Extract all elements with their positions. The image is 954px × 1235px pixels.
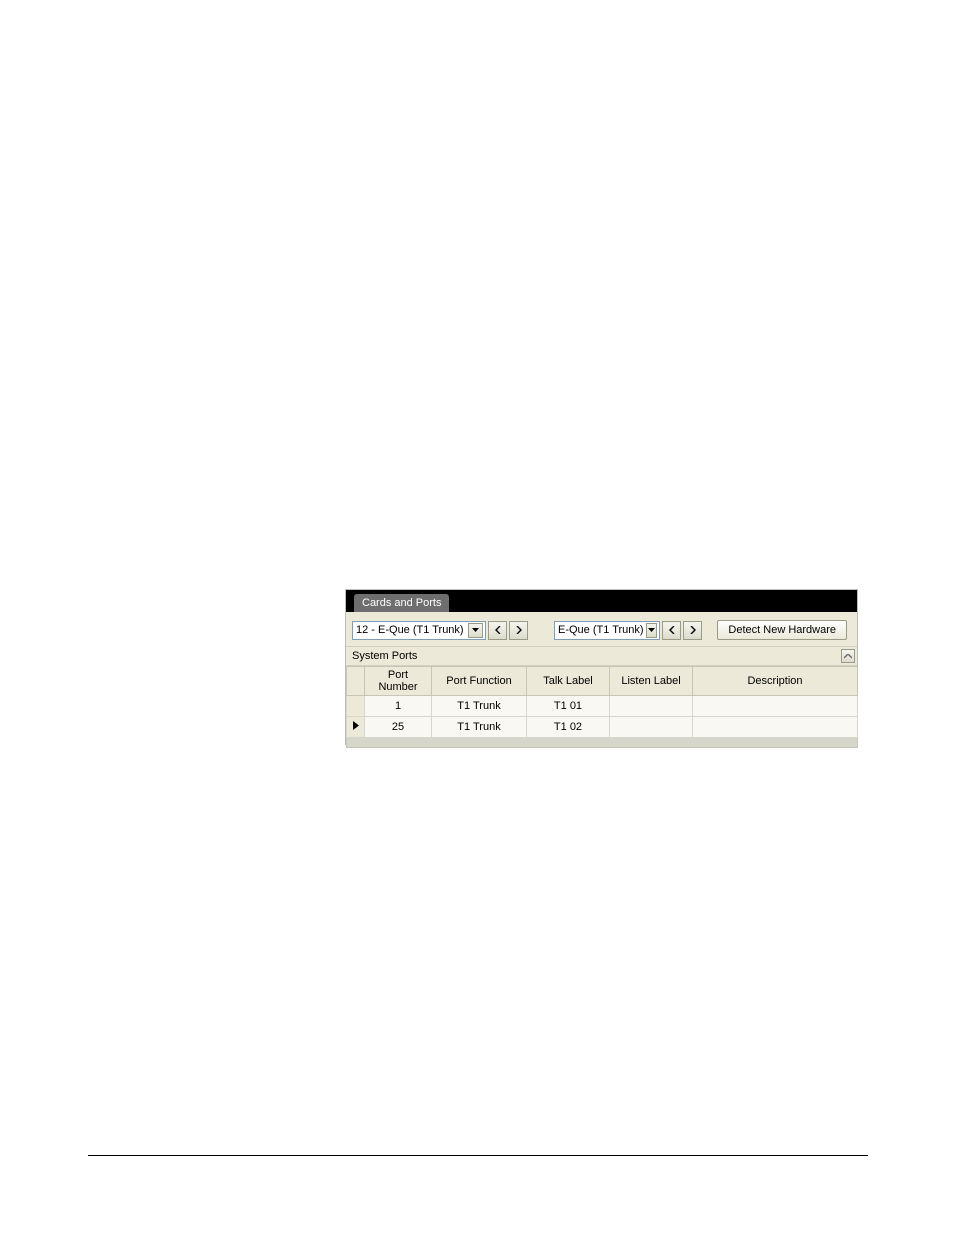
cell[interactable] bbox=[610, 717, 693, 738]
row-header bbox=[347, 696, 365, 717]
cell[interactable]: T1 02 bbox=[527, 717, 610, 738]
ports-grid: Port NumberPort FunctionTalk LabelListen… bbox=[346, 666, 858, 748]
page-divider bbox=[88, 1155, 868, 1156]
next-slot-button[interactable] bbox=[509, 621, 528, 640]
column-header[interactable]: Port Number bbox=[365, 667, 432, 696]
cell[interactable]: T1 01 bbox=[527, 696, 610, 717]
row-header-blank bbox=[347, 667, 365, 696]
slot-select-text: 12 - E-Que (T1 Trunk) bbox=[356, 624, 466, 636]
detect-button-label: Detect New Hardware bbox=[728, 624, 836, 636]
column-header[interactable]: Description bbox=[693, 667, 858, 696]
prev-slot-button[interactable] bbox=[488, 621, 507, 640]
table-row[interactable]: 1T1 TrunkT1 01 bbox=[347, 696, 858, 717]
slot-select[interactable]: 12 - E-Que (T1 Trunk) bbox=[352, 621, 486, 640]
current-row-indicator-icon bbox=[353, 721, 359, 733]
column-header[interactable]: Listen Label bbox=[610, 667, 693, 696]
row-header bbox=[347, 717, 365, 738]
section-title: System Ports bbox=[352, 650, 417, 662]
cell[interactable]: T1 Trunk bbox=[432, 696, 527, 717]
cell[interactable] bbox=[610, 696, 693, 717]
card-type-select[interactable]: E-Que (T1 Trunk) bbox=[554, 621, 660, 640]
cell[interactable]: T1 Trunk bbox=[432, 717, 527, 738]
column-header[interactable]: Talk Label bbox=[527, 667, 610, 696]
grid-footer bbox=[347, 738, 858, 748]
detect-new-hardware-button[interactable]: Detect New Hardware bbox=[717, 620, 847, 640]
column-header[interactable]: Port Function bbox=[432, 667, 527, 696]
tab-cards-and-ports[interactable]: Cards and Ports bbox=[354, 594, 449, 612]
tab-label: Cards and Ports bbox=[362, 597, 441, 609]
cell[interactable]: 25 bbox=[365, 717, 432, 738]
cell[interactable] bbox=[693, 696, 858, 717]
prev-type-button[interactable] bbox=[662, 621, 681, 640]
table-row[interactable]: 25T1 TrunkT1 02 bbox=[347, 717, 858, 738]
dropdown-icon[interactable] bbox=[646, 623, 657, 638]
cell[interactable]: 1 bbox=[365, 696, 432, 717]
next-type-button[interactable] bbox=[683, 621, 702, 640]
system-ports-header: System Ports bbox=[346, 646, 857, 666]
collapse-icon[interactable] bbox=[841, 649, 855, 663]
cards-and-ports-panel: Cards and Ports 12 - E-Que (T1 Trunk) E-… bbox=[345, 589, 858, 745]
tab-strip: Cards and Ports bbox=[346, 590, 857, 612]
card-type-select-text: E-Que (T1 Trunk) bbox=[558, 624, 644, 636]
cell[interactable] bbox=[693, 717, 858, 738]
controls-row: 12 - E-Que (T1 Trunk) E-Que (T1 Trunk) D… bbox=[346, 612, 857, 646]
dropdown-icon[interactable] bbox=[468, 623, 483, 638]
